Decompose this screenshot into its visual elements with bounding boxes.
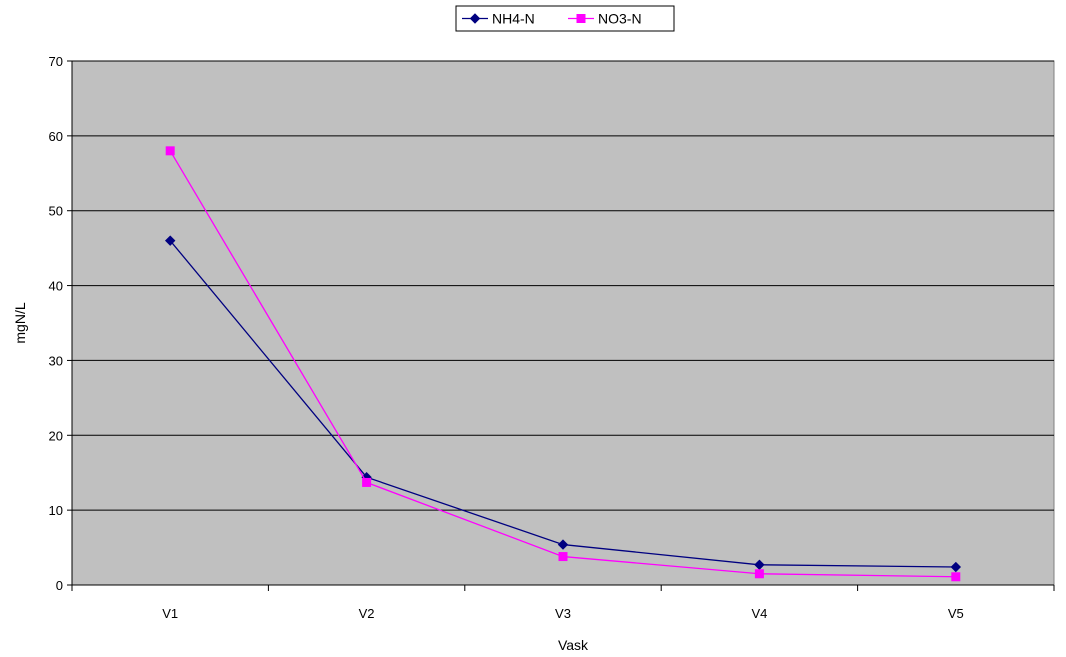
y-axis-title: mgN/L [12, 302, 28, 343]
legend: NH4-N NO3-N [455, 5, 675, 32]
legend-marker-nh4-n [469, 13, 481, 24]
legend-box [455, 5, 675, 32]
x-tick-label: V2 [359, 606, 375, 621]
x-tick-label: V1 [162, 606, 178, 621]
y-tick-label: 50 [49, 204, 63, 219]
plot-area-group: 0 10 20 30 40 50 60 70 V1 V2 V3 V4 V5 [49, 54, 1055, 621]
y-tick-label: 10 [49, 503, 63, 518]
y-tick-label: 30 [49, 353, 63, 368]
data-point-nh4-n [950, 561, 962, 573]
legend-label-nh4-n: NH4-N [492, 11, 535, 27]
x-tick-label: V3 [555, 606, 571, 621]
x-tick-label: V5 [948, 606, 964, 621]
y-tick-label: 60 [49, 129, 63, 144]
data-point-no3-n [165, 146, 175, 156]
x-axis-title: Vask [558, 637, 589, 653]
data-point-nh4-n [557, 539, 569, 550]
data-point-nh4-n [164, 235, 176, 246]
data-point-no3-n [558, 552, 568, 562]
y-tick-label: 70 [49, 54, 63, 69]
x-tick-label: V4 [751, 606, 767, 621]
data-point-no3-n [754, 569, 764, 579]
data-point-no3-n [362, 477, 372, 487]
legend-marker-no3-n [576, 14, 586, 23]
data-point-no3-n [951, 572, 961, 582]
y-tick-label: 40 [49, 279, 63, 294]
y-tick-label: 0 [56, 578, 63, 593]
plot-area [71, 60, 1055, 586]
y-tick-label: 20 [49, 428, 63, 443]
legend-label-no3-n: NO3-N [598, 11, 642, 27]
